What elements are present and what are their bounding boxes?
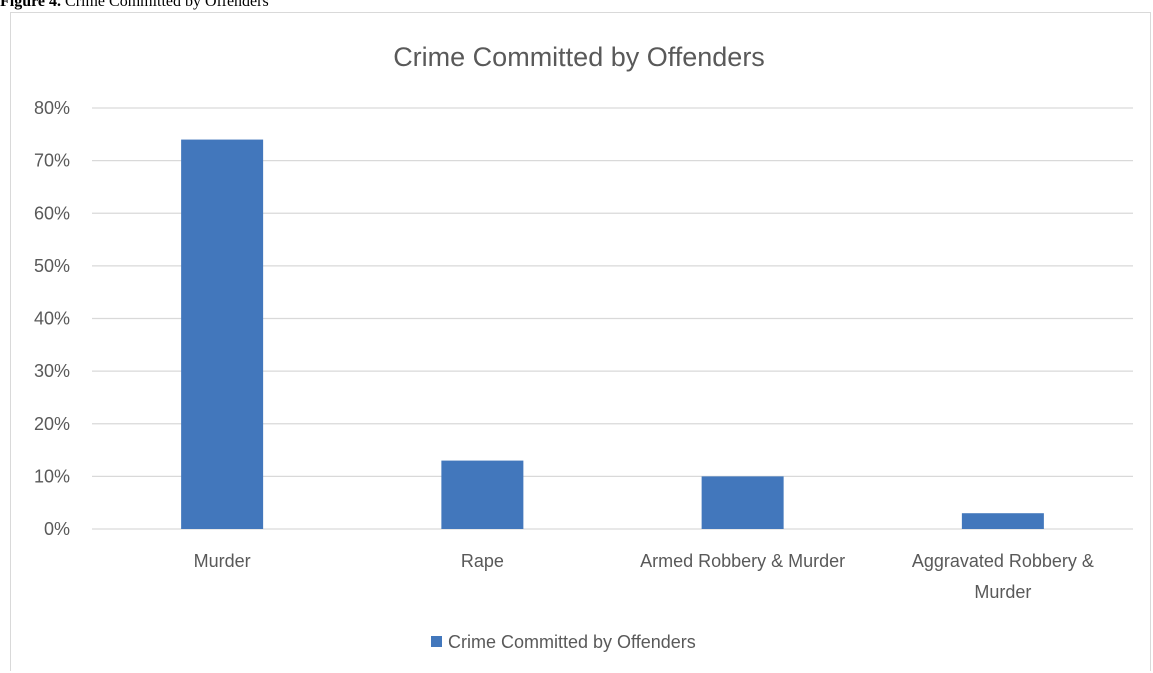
legend-swatch — [431, 636, 442, 647]
x-category-label: Murder — [194, 551, 251, 571]
y-tick-label: 80% — [34, 98, 70, 118]
x-category-label: Rape — [461, 551, 504, 571]
x-category-label: Aggravated Robbery & — [912, 551, 1094, 571]
y-tick-label: 50% — [34, 256, 70, 276]
chart-title: Crime Committed by Offenders — [393, 42, 765, 72]
bar-rape — [441, 460, 524, 529]
x-category-label: Murder — [974, 582, 1031, 602]
bars — [181, 139, 1044, 529]
x-axis-labels: Murder Rape Armed Robbery & Murder Aggravat… — [194, 551, 1094, 602]
y-tick-label: 0% — [44, 519, 70, 539]
y-tick-label: 30% — [34, 361, 70, 381]
bar-aggravated-robbery-murder — [961, 513, 1044, 529]
x-category-label: Armed Robbery & Murder — [640, 551, 845, 571]
bar-murder — [181, 139, 264, 529]
y-axis-ticks: 0% 10% 20% 30% 40% 50% 60% 70% 80% — [34, 98, 70, 539]
legend: Crime Committed by Offenders — [431, 632, 696, 652]
figure-caption: Figure 4. Crime Committed by Offenders — [0, 0, 269, 13]
gridlines — [92, 107, 1133, 530]
y-tick-label: 10% — [34, 466, 70, 486]
figure-caption-text: Crime Committed by Offenders — [65, 0, 269, 10]
y-tick-label: 20% — [34, 414, 70, 434]
y-tick-label: 60% — [34, 203, 70, 223]
y-tick-label: 40% — [34, 309, 70, 329]
y-tick-label: 70% — [34, 151, 70, 171]
bar-armed-robbery-murder — [701, 476, 784, 529]
legend-label: Crime Committed by Offenders — [448, 632, 696, 652]
figure-caption-label: Figure 4. — [0, 0, 62, 10]
